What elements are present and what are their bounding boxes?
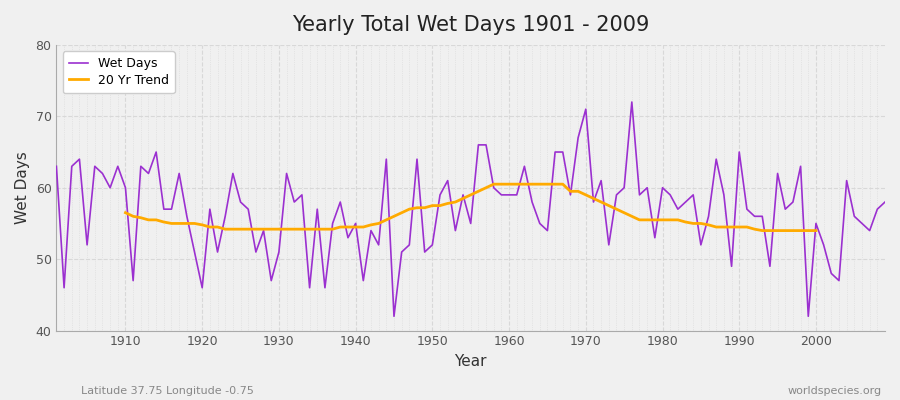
Y-axis label: Wet Days: Wet Days: [15, 151, 30, 224]
Wet Days: [504, 192, 515, 197]
20 Yr Trend: [120, 210, 130, 215]
Wet Days: [389, 314, 400, 319]
Wet Days: [328, 221, 338, 226]
20 Yr Trend: [711, 225, 722, 230]
Line: 20 Yr Trend: 20 Yr Trend: [125, 184, 816, 230]
Wet Days: [51, 164, 62, 169]
Line: Wet Days: Wet Days: [57, 102, 885, 316]
20 Yr Trend: [281, 227, 292, 232]
Wet Days: [603, 242, 614, 247]
Title: Yearly Total Wet Days 1901 - 2009: Yearly Total Wet Days 1901 - 2009: [292, 15, 650, 35]
20 Yr Trend: [204, 225, 215, 230]
20 Yr Trend: [757, 228, 768, 233]
20 Yr Trend: [526, 182, 537, 186]
Wet Days: [112, 164, 123, 169]
Wet Days: [879, 200, 890, 204]
20 Yr Trend: [489, 182, 500, 186]
Text: Latitude 37.75 Longitude -0.75: Latitude 37.75 Longitude -0.75: [81, 386, 254, 396]
20 Yr Trend: [296, 227, 307, 232]
Text: worldspecies.org: worldspecies.org: [788, 386, 882, 396]
20 Yr Trend: [811, 228, 822, 233]
20 Yr Trend: [803, 228, 814, 233]
Wet Days: [626, 100, 637, 104]
X-axis label: Year: Year: [454, 354, 487, 369]
Wet Days: [281, 171, 292, 176]
Wet Days: [511, 192, 522, 197]
Legend: Wet Days, 20 Yr Trend: Wet Days, 20 Yr Trend: [63, 51, 175, 93]
